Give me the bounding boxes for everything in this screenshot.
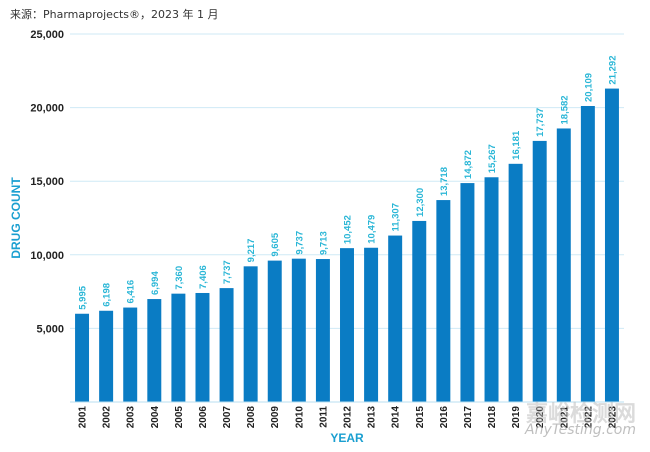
data-label: 12,300 <box>415 188 426 217</box>
bar-2015 <box>412 220 427 402</box>
bars <box>75 88 619 403</box>
bar-2019 <box>508 163 523 402</box>
x-tick-label: 2019 <box>511 406 522 429</box>
x-tick-label: 2011 <box>318 406 329 428</box>
x-tick-label: 2022 <box>583 406 594 429</box>
bar-2005 <box>171 293 186 402</box>
source-note: 来源：Pharmaprojects®，2023 年 1 月 <box>10 8 219 21</box>
bar-2003 <box>123 307 138 402</box>
bar-2010 <box>291 258 306 402</box>
y-tick-label: 20,000 <box>30 103 64 115</box>
bar-2002 <box>99 310 114 402</box>
x-tick-label: 2013 <box>367 406 378 429</box>
data-label: 14,872 <box>463 150 474 179</box>
data-label: 6,994 <box>150 271 161 295</box>
x-tick-label: 2014 <box>391 406 402 429</box>
bar-2012 <box>340 248 354 402</box>
bar-2014 <box>388 235 403 402</box>
y-tick-label: 5,000 <box>36 323 64 335</box>
data-label: 21,292 <box>607 56 618 85</box>
data-label: 20,109 <box>583 73 594 102</box>
x-tick-labels: 2001 2002 2003 2004 2005 2006 2007 2008 2009 2010… <box>78 406 619 429</box>
x-tick-label: 2003 <box>126 406 137 429</box>
x-tick-label: 2017 <box>463 406 474 429</box>
bar-2017 <box>460 183 475 402</box>
x-tick-label: 2007 <box>222 406 233 429</box>
x-tick-label: 2005 <box>174 406 185 429</box>
x-tick-label: 2021 <box>559 406 570 429</box>
y-tick-label: 10,000 <box>30 250 64 262</box>
bar-2008 <box>243 266 258 402</box>
data-label: 6,416 <box>126 280 137 304</box>
x-tick-label: 2020 <box>535 406 546 429</box>
data-label: 10,479 <box>367 215 378 244</box>
y-tick-label: 15,000 <box>30 176 64 188</box>
bar-2023 <box>604 88 619 402</box>
data-label: 13,718 <box>439 167 450 196</box>
data-label: 9,737 <box>294 231 305 255</box>
x-tick-label: 2008 <box>246 406 257 429</box>
x-tick-label: 2006 <box>198 406 209 429</box>
data-label: 7,406 <box>198 265 209 289</box>
x-tick-label: 2009 <box>270 406 281 429</box>
x-tick-label: 2018 <box>487 406 498 429</box>
data-label: 6,198 <box>102 283 113 307</box>
bar-2007 <box>219 288 234 402</box>
x-tick-label: 2016 <box>439 406 450 429</box>
data-label: 16,181 <box>511 130 522 160</box>
bar-2016 <box>436 200 451 402</box>
bar-2001 <box>75 313 90 402</box>
data-label: 5,995 <box>78 285 89 309</box>
y-tick-labels: 5,000 10,000 15,000 20,000 25,000 <box>30 29 64 335</box>
data-label: 18,582 <box>559 95 570 124</box>
data-label: 17,737 <box>535 108 546 137</box>
bar-2009 <box>267 260 282 402</box>
x-tick-label: 2010 <box>294 406 305 429</box>
data-labels: 5,995 6,198 6,416 6,994 7,360 7,406 7,737 9,217… <box>78 56 619 310</box>
x-tick-label: 2015 <box>415 406 426 429</box>
bar-2020 <box>532 140 547 402</box>
bar-2006 <box>195 292 210 402</box>
data-label: 7,360 <box>174 266 185 290</box>
data-label: 7,737 <box>222 260 233 284</box>
bar-2021 <box>556 128 571 402</box>
y-axis-label: DRUG COUNT <box>9 177 23 259</box>
x-axis-label: YEAR <box>330 431 364 445</box>
data-label: 9,605 <box>270 232 281 256</box>
x-tick-label: 2002 <box>102 406 113 429</box>
bar-2018 <box>484 177 499 402</box>
bar-2004 <box>147 299 162 402</box>
data-label: 9,713 <box>318 231 329 255</box>
data-label: 9,217 <box>246 239 257 263</box>
data-label: 10,452 <box>343 215 354 244</box>
data-label: 11,307 <box>391 203 402 232</box>
x-tick-label: 2004 <box>150 406 161 429</box>
bar-2011 <box>315 259 330 402</box>
data-label: 15,267 <box>487 144 498 173</box>
x-tick-label: 2012 <box>343 406 354 429</box>
x-tick-label: 2001 <box>78 406 89 429</box>
bar-2022 <box>580 105 595 403</box>
y-tick-label: 25,000 <box>30 29 64 41</box>
bar-2013 <box>364 247 379 402</box>
x-tick-label: 2023 <box>607 406 618 429</box>
